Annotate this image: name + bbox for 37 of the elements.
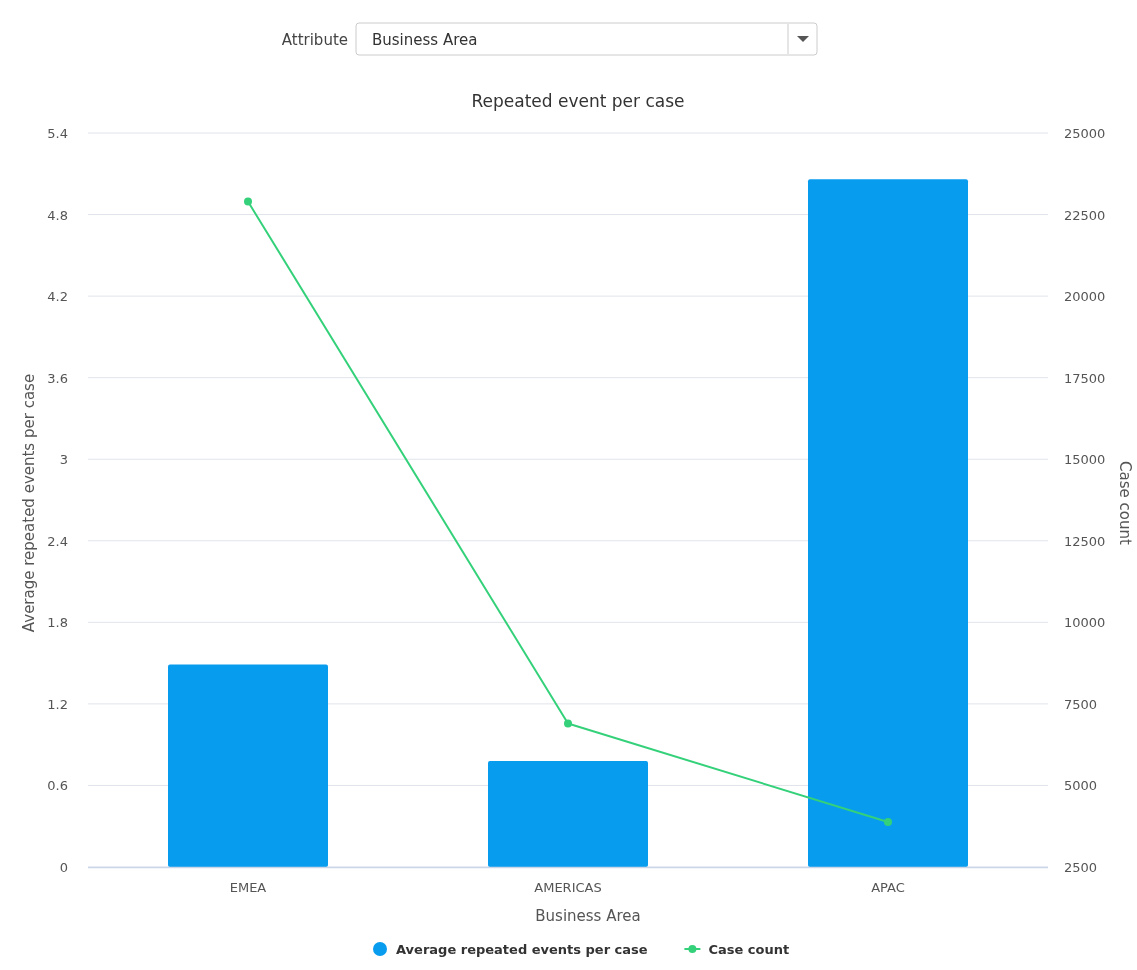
y2-tick-label: 7500 — [1064, 696, 1098, 712]
y2-tick-label: 2500 — [1064, 860, 1098, 875]
y2-tick-label: 20000 — [1064, 289, 1106, 305]
text: Attribute — [281, 31, 348, 49]
y-tick-label: 5.4 — [47, 126, 68, 141]
y-tick-label: 4.2 — [47, 289, 68, 305]
chart-title: Repeated event per case — [471, 91, 685, 111]
y-tick-label: 0 — [59, 860, 68, 875]
y-tick-label: 3 — [59, 452, 68, 468]
y2-tick-label: 25000 — [1064, 126, 1106, 141]
y-tick-label: 3.6 — [47, 370, 68, 386]
y2-tick-label: 12500 — [1064, 533, 1106, 549]
y2-tick-label: 17500 — [1064, 370, 1106, 386]
point — [884, 817, 892, 826]
y-tick-label: 1.8 — [47, 615, 68, 631]
bar — [488, 760, 648, 867]
x-tick-label: EMEA — [229, 880, 267, 895]
point — [564, 719, 572, 728]
legend-label: Average repeated events per case — [396, 942, 648, 957]
y2-tick-label: 15000 — [1064, 452, 1106, 468]
y-tick-label: 2.4 — [47, 533, 68, 549]
y-tick-label: 0.6 — [47, 778, 68, 794]
y-tick-label: 4.8 — [47, 207, 68, 223]
bar — [168, 664, 328, 867]
x-tick-label: AMERICAS — [534, 880, 602, 895]
y2-tick-label: 10000 — [1064, 615, 1106, 631]
x-tick-label: APAC — [871, 880, 905, 895]
y2-axis-title: Case count — [1116, 461, 1134, 546]
y-axis-title: Average repeated events per case — [20, 373, 38, 633]
dropdown: Business Area — [355, 22, 818, 56]
y-tick-label: 1.2 — [47, 696, 68, 712]
x-axis-title: Business Area — [535, 907, 641, 925]
legend-label: Case count — [708, 942, 790, 957]
y2-tick-label: 5000 — [1064, 778, 1098, 794]
bar — [808, 179, 968, 867]
y2-tick-label: 22500 — [1064, 207, 1106, 223]
point — [244, 197, 252, 206]
